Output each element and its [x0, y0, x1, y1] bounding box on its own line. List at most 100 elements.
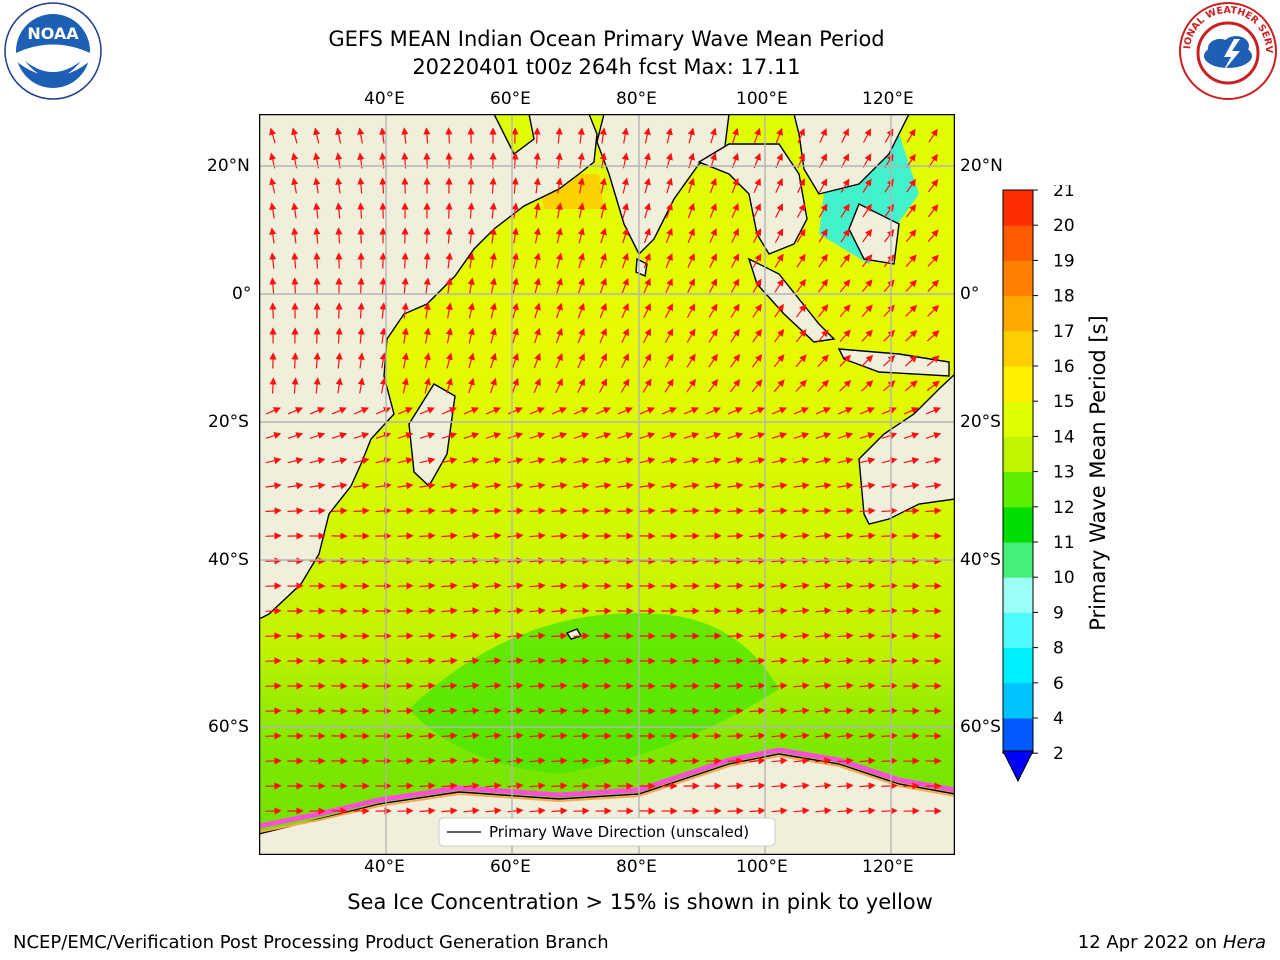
wave-arrow: [463, 607, 480, 615]
wave-arrow: [925, 482, 942, 490]
wave-arrow: [927, 279, 940, 292]
wave-arrow: [489, 177, 497, 194]
colorbar-tick-label: 2: [1053, 744, 1064, 764]
wave-arrow: [313, 227, 321, 244]
wave-arrow: [555, 327, 563, 344]
wave-arrow: [859, 607, 876, 615]
colorbar-tick-label: 11: [1053, 533, 1075, 553]
wave-arrow: [664, 378, 674, 393]
wave-arrow: [489, 227, 497, 244]
wave-arrow: [490, 352, 497, 369]
wave-arrow: [727, 757, 744, 765]
wave-arrow: [796, 228, 806, 243]
wave-arrow: [727, 607, 744, 615]
wave-arrow: [753, 177, 761, 194]
wave-arrow: [817, 329, 829, 343]
wave-arrow: [265, 582, 282, 590]
wave-arrow: [375, 432, 392, 439]
wave-arrow: [643, 252, 651, 269]
wave-arrow: [793, 707, 810, 715]
wave-arrow: [661, 507, 678, 515]
wave-arrow: [904, 380, 918, 392]
wave-arrow: [287, 482, 304, 490]
wave-arrow: [313, 377, 321, 394]
wave-arrow: [795, 354, 807, 368]
lon-tick-bottom: 100°E: [736, 857, 788, 877]
wave-arrow: [468, 377, 475, 394]
wave-arrow: [881, 807, 898, 815]
lat-tick-right: 20°N: [960, 156, 1003, 176]
wave-arrow: [401, 127, 409, 144]
wave-arrow: [927, 229, 939, 243]
wave-arrow: [265, 657, 282, 665]
colorbar-tick-label: 8: [1053, 639, 1064, 659]
wave-arrow: [419, 757, 436, 765]
wave-arrow: [617, 507, 634, 515]
wave-arrow: [507, 682, 524, 690]
wave-arrow: [485, 407, 502, 415]
wave-arrow: [661, 432, 678, 439]
wave-arrow: [485, 757, 502, 765]
wave-arrow: [861, 329, 873, 342]
wave-arrow: [665, 278, 673, 294]
wave-arrow: [793, 457, 810, 465]
wave-arrow: [749, 532, 766, 540]
noaa-logo-text: NOAA: [27, 24, 79, 43]
wave-arrow: [771, 732, 788, 740]
wave-arrow: [485, 532, 502, 540]
wave-arrow: [774, 278, 784, 293]
map-subtitle: 20220401 t00z 264h fcst Max: 17.11: [412, 55, 801, 79]
wave-arrow: [925, 457, 942, 465]
wave-arrow: [551, 482, 568, 490]
wave-arrow: [573, 732, 590, 740]
wave-arrow: [881, 507, 898, 515]
wave-arrow: [269, 377, 277, 394]
wave-arrow: [881, 657, 898, 665]
wave-arrow: [309, 457, 326, 465]
wave-arrow: [859, 657, 876, 665]
wave-arrow: [441, 757, 458, 765]
wave-arrow: [551, 657, 568, 665]
wave-arrow: [906, 204, 917, 218]
wave-arrow: [463, 407, 480, 415]
wave-arrow: [397, 457, 414, 465]
wave-arrow: [639, 432, 656, 439]
wave-arrow: [335, 327, 343, 344]
wave-arrow: [577, 302, 585, 319]
wave-arrow: [441, 407, 458, 415]
wave-arrow: [815, 757, 832, 765]
colorbar-tick-label: 15: [1053, 392, 1075, 412]
wave-arrow: [507, 457, 524, 465]
wave-arrow: [397, 432, 414, 439]
wave-arrow: [599, 127, 607, 144]
wave-arrow: [795, 379, 807, 392]
wave-arrow: [529, 707, 546, 715]
wave-arrow: [441, 657, 458, 665]
wave-arrow: [419, 732, 436, 740]
wave-arrow: [529, 782, 546, 790]
wave-arrow: [683, 407, 700, 415]
wave-arrow: [507, 632, 524, 640]
wave-arrow: [445, 127, 453, 144]
wave-arrow: [837, 632, 854, 640]
wave-arrow: [573, 607, 590, 615]
wave-arrow: [599, 202, 607, 219]
wave-arrow: [511, 277, 519, 294]
wave-arrow: [507, 757, 524, 765]
wave-arrow: [599, 277, 607, 294]
wave-arrow: [727, 807, 744, 815]
wave-arrow: [291, 252, 299, 269]
wave-arrow: [401, 352, 409, 369]
wave-arrow: [727, 407, 744, 415]
wave-arrow: [467, 352, 475, 369]
wave-arrow: [840, 178, 850, 193]
colorbar-tick-label: 4: [1053, 709, 1064, 729]
wave-arrow: [573, 507, 590, 515]
wave-arrow: [774, 303, 784, 318]
wave-arrow: [551, 532, 568, 540]
wave-arrow: [665, 227, 673, 244]
date-text: 12 Apr 2022 on: [1077, 932, 1218, 953]
wave-arrow: [313, 127, 321, 144]
wave-arrow: [903, 482, 920, 490]
wave-arrow: [529, 582, 546, 590]
